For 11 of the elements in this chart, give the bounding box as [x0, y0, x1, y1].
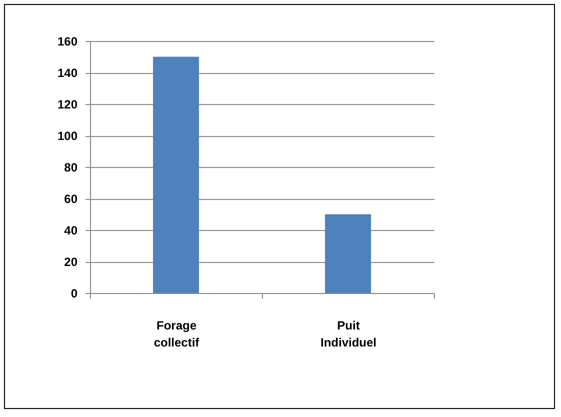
y-tick-label: 160	[57, 34, 78, 48]
y-tick-label: 140	[57, 66, 78, 80]
y-tick-label: 100	[57, 129, 78, 143]
y-tick-label: 0	[70, 286, 78, 300]
y-tick-label: 120	[57, 98, 78, 112]
y-tick-label: 60	[64, 192, 78, 206]
x-tick-label: Forage collectif	[154, 318, 200, 350]
y-tick-label: 20	[64, 255, 78, 269]
y-tick-label: 80	[64, 160, 78, 174]
x-tick-label: Puit Individuel	[320, 318, 377, 350]
y-tick-label: 40	[64, 224, 78, 238]
